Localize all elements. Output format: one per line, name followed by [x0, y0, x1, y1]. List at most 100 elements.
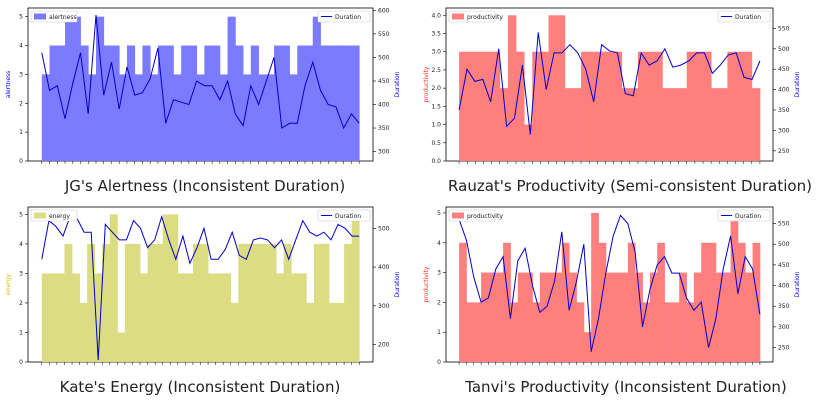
y-tick-label: 3 [19, 71, 23, 78]
bar [49, 273, 58, 362]
bar [547, 272, 555, 362]
bar [170, 214, 179, 362]
bar [495, 272, 504, 362]
bar [208, 273, 217, 362]
y-tick-label: 0 [437, 359, 441, 366]
bar [41, 74, 50, 161]
bar [223, 273, 232, 362]
bar [532, 51, 541, 161]
bar [664, 302, 673, 362]
bar [88, 74, 97, 161]
legend-line-label: Duration [335, 213, 361, 220]
y2-axis-label: Duration [394, 71, 401, 97]
bar [694, 51, 704, 161]
bar [72, 273, 80, 362]
bar [192, 243, 201, 362]
chart-caption: Rauzat's Productivity (Semi-consistent D… [448, 177, 812, 195]
bar [230, 302, 239, 362]
y-tick-label: 4 [19, 43, 23, 50]
bar [649, 272, 658, 362]
bar [466, 302, 475, 362]
bar [177, 273, 186, 362]
bar [235, 45, 244, 161]
bar [238, 243, 247, 362]
y2-tick-label: 400 [778, 283, 790, 290]
bar [743, 51, 753, 161]
y-axis-label: energy [5, 274, 12, 295]
chart-panel-1: 0 1 2 3 4 5 300 350 400 450 500 550 600 alertness Dura… [5, 7, 401, 165]
y-tick-label: 5 [437, 210, 441, 217]
bar [227, 16, 236, 162]
bar [196, 74, 205, 161]
chart-caption: Kate's Energy (Inconsistent Duration) [59, 378, 341, 396]
y-tick-label: 4.0 [431, 12, 441, 19]
bar [134, 74, 143, 161]
bar [583, 332, 592, 362]
bar [80, 45, 89, 161]
bar [95, 16, 105, 162]
bar [597, 51, 606, 161]
y-tick-label: 2.0 [431, 85, 441, 92]
bar [564, 88, 574, 161]
bar [483, 51, 493, 161]
legend-line-label: Duration [335, 14, 361, 21]
bar [56, 273, 65, 362]
bar [719, 88, 728, 161]
bar [117, 332, 126, 362]
y2-tick-label: 450 [778, 66, 790, 73]
bar [165, 45, 174, 161]
y2-tick-label: 250 [778, 148, 790, 155]
bar [459, 242, 467, 362]
bar [103, 45, 112, 161]
bar [281, 45, 290, 161]
legend-bar-swatch [452, 212, 464, 219]
y2-tick-label: 250 [778, 345, 790, 352]
bar [336, 302, 345, 362]
bar [693, 272, 702, 362]
bar [686, 302, 695, 362]
bar [142, 45, 151, 161]
bar [723, 272, 731, 362]
bar [266, 74, 275, 161]
bar [524, 124, 533, 161]
bar [335, 45, 345, 161]
y2-tick-label: 550 [378, 31, 390, 38]
legend-bar-swatch [34, 212, 46, 219]
bar [525, 272, 533, 362]
bar [715, 272, 724, 362]
y-tick-label: 3.5 [431, 31, 441, 38]
bar [671, 302, 680, 362]
bar [188, 45, 198, 161]
bar [212, 45, 221, 161]
bar [711, 88, 720, 161]
y-tick-label: 3.0 [431, 49, 441, 56]
legend-bar-label: energy [49, 213, 70, 220]
y-tick-label: 1 [19, 329, 23, 336]
y-tick-label: 3 [437, 270, 441, 277]
bar [556, 15, 566, 161]
bar [637, 51, 647, 161]
y2-tick-label: 400 [778, 87, 790, 94]
y-tick-label: 5 [19, 14, 23, 21]
y-tick-label: 1 [437, 329, 441, 336]
bar [204, 45, 213, 161]
y-tick-label: 1.5 [431, 103, 441, 110]
y-tick-label: 2 [19, 100, 23, 107]
bar [576, 302, 585, 362]
bar [481, 272, 489, 362]
bar [162, 214, 171, 362]
legend-line-label: Duration [735, 213, 761, 220]
bar [591, 212, 599, 362]
bar [124, 243, 133, 362]
bar [679, 272, 687, 362]
y-tick-label: 2 [19, 300, 23, 307]
chart-panel-2: 0.0 0.5 1.0 1.5 2.0 2.5 3.0 3.5 4.0 250 300 350 400 4… [423, 7, 801, 165]
bar [605, 272, 614, 362]
bar [569, 272, 577, 362]
bar [215, 273, 224, 362]
bar [467, 51, 476, 161]
chart-caption: Tanvi's Productivity (Inconsistent Durat… [465, 378, 787, 396]
y-tick-label: 0 [19, 359, 23, 366]
bar [291, 273, 300, 362]
